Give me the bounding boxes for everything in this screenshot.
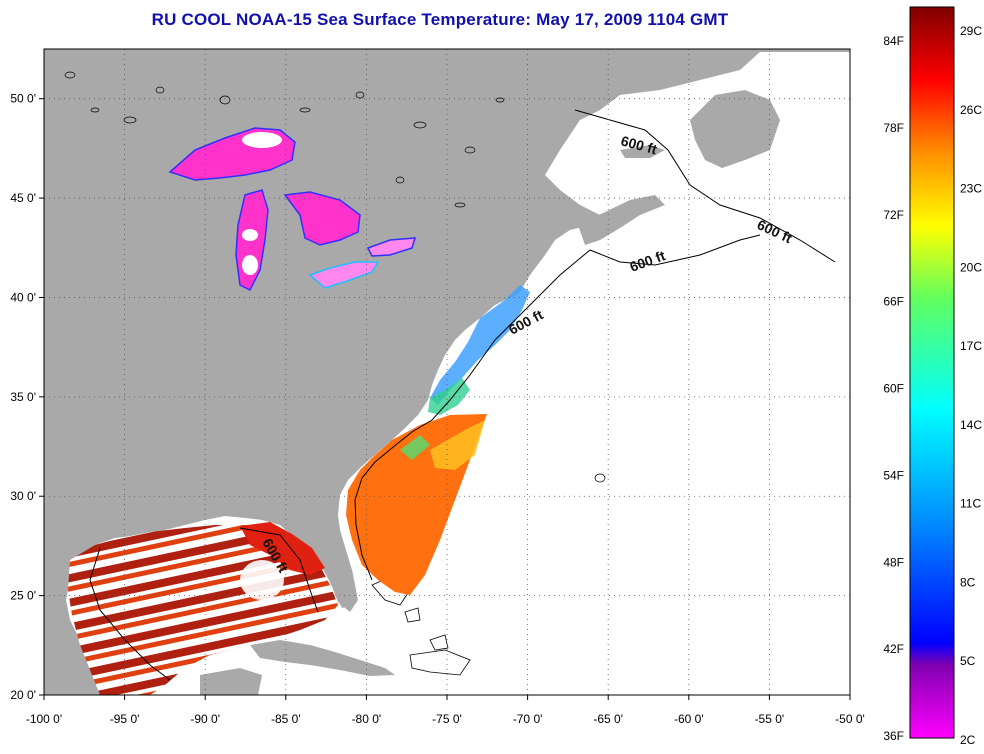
colorbar-c-label: 2C	[960, 733, 976, 747]
hispaniola-land	[409, 649, 471, 676]
colorbar-c-label: 14C	[960, 418, 982, 432]
y-axis-ticks: 50 0' 45 0' 40 0' 35 0' 30 0' 25 0' 20 0'	[10, 92, 44, 702]
florida-land	[300, 520, 358, 612]
colorbar-c-label: 29C	[960, 24, 982, 38]
colorbar-c-label: 20C	[960, 260, 982, 274]
x-tick-label: -65 0'	[593, 712, 623, 726]
lake-cloud-2	[242, 255, 258, 275]
shelf-contour-east	[354, 249, 591, 581]
colorbar-f-label: 54F	[883, 468, 904, 482]
x-tick-label: -70 0'	[513, 712, 543, 726]
gulf-cloud	[240, 560, 284, 600]
gulf-island-land	[620, 145, 665, 158]
shelf-contour-gulf	[89, 527, 319, 681]
yucatan-land	[200, 668, 262, 695]
sst-gulf-stream-yellow	[430, 420, 485, 470]
colorbar-c-label: 17C	[960, 339, 982, 353]
colorbar-c-label: 26C	[960, 103, 982, 117]
x-tick-label: -95 0'	[110, 712, 140, 726]
x-tick-label: -80 0'	[352, 712, 382, 726]
y-tick-label: 20 0'	[10, 688, 36, 702]
sst-gulf-north-red	[240, 522, 325, 575]
colorbar-f-label: 48F	[883, 555, 904, 569]
colorbar-f-label: 72F	[883, 208, 904, 222]
y-tick-label: 45 0'	[10, 191, 36, 205]
lake-erie	[308, 261, 380, 289]
lake-ontario	[366, 237, 417, 257]
colorbar-f-label: 84F	[883, 34, 904, 48]
colorbar-fahrenheit-labels: 84F 78F 72F 66F 60F 54F 48F 42F 36F	[883, 34, 904, 743]
colorbar-f-label: 78F	[883, 121, 904, 135]
lake-huron	[283, 191, 361, 246]
x-tick-label: -85 0'	[271, 712, 301, 726]
nova-scotia-land	[578, 195, 665, 245]
x-axis-ticks: -100 0' -95 0' -90 0' -85 0' -80 0' -75 0' -70…	[26, 695, 865, 726]
sst-coastal-green	[400, 435, 430, 460]
colorbar-f-label: 66F	[883, 295, 904, 309]
colorbar-f-label: 36F	[883, 729, 904, 743]
x-tick-label: -100 0'	[26, 712, 62, 726]
y-tick-label: 30 0'	[10, 489, 36, 503]
colorbar-c-label: 23C	[960, 182, 982, 196]
y-tick-label: 40 0'	[10, 290, 36, 304]
colorbar-c-label: 5C	[960, 654, 976, 668]
canada-lake-specks	[64, 71, 606, 483]
colorbar-c-label: 11C	[960, 497, 981, 511]
x-tick-label: -50 0'	[835, 712, 865, 726]
newfoundland-land	[690, 90, 780, 168]
x-tick-label: -60 0'	[674, 712, 704, 726]
x-tick-label: -90 0'	[190, 712, 220, 726]
lake-cloud-3	[242, 229, 258, 241]
colorbar-c-label: 8C	[960, 575, 976, 589]
shelf-contour-scotian	[589, 234, 761, 266]
cuba-land	[250, 640, 395, 676]
colorbar	[909, 6, 955, 739]
y-tick-label: 25 0'	[10, 589, 36, 603]
colorbar-f-label: 42F	[883, 642, 904, 656]
lake-cloud-1	[242, 132, 282, 148]
colorbar-f-label: 60F	[883, 382, 904, 396]
sst-mid-atlantic-cool	[430, 285, 530, 405]
y-tick-label: 35 0'	[10, 390, 36, 404]
x-tick-label: -55 0'	[755, 712, 785, 726]
y-tick-label: 50 0'	[10, 92, 36, 106]
map-title: RU COOL NOAA-15 Sea Surface Temperature:…	[151, 10, 729, 29]
colorbar-celsius-labels: 29C 26C 23C 20C 17C 14C 11C 8C 5C 2C	[960, 24, 982, 747]
x-tick-label: -75 0'	[432, 712, 462, 726]
shelf-contour-north	[574, 109, 836, 263]
